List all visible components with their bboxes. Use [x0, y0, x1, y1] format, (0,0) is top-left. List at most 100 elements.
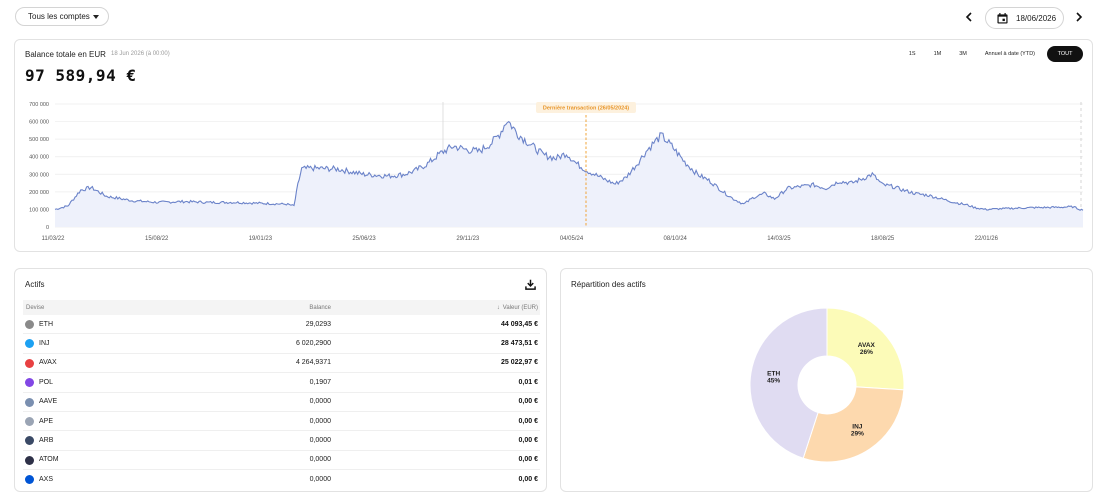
table-row[interactable]: APE 0,0000 0,00 € — [23, 412, 540, 432]
y-tick-label: 0 — [46, 225, 49, 231]
asset-balance: 0,0000 — [309, 398, 331, 406]
table-row[interactable]: INJ 6 020,2900 28 473,51 € — [23, 334, 540, 354]
x-tick-label: 18/08/25 — [871, 236, 895, 242]
asset-value: 0,00 € — [518, 437, 538, 445]
last-transaction-label: Dernière transaction (26/05/2024) — [543, 106, 629, 112]
y-tick-label: 300 000 — [29, 172, 49, 178]
x-tick-label: 19/01/23 — [249, 236, 273, 242]
range-selector: 1S 1M 3M Annuel à date (YTD) TOUT — [897, 46, 1083, 62]
range-1s-button[interactable]: 1S — [908, 51, 916, 57]
asset-value: 0,01 € — [518, 378, 538, 386]
assets-title: Actifs — [25, 280, 45, 289]
calendar-icon — [997, 12, 1008, 24]
asset-balance: 6 020,2900 — [295, 340, 331, 348]
assets-card: Actifs Devise Balance ↓ Valeur (EUR) ETH… — [14, 268, 547, 492]
table-row[interactable]: POL 0,1907 0,01 € — [23, 373, 540, 393]
donut-slice-eth[interactable] — [749, 307, 828, 459]
account-select[interactable]: Tous les comptes — [15, 7, 109, 26]
asset-name: ATOM — [39, 456, 59, 464]
table-row[interactable]: AAVE 0,0000 0,00 € — [23, 393, 540, 412]
asset-split-card: Répartition des actifs AVAX 26% INJ 29% ETH 4… — [560, 268, 1093, 492]
donut-label-name: AVAX — [858, 342, 876, 349]
balance-area — [55, 121, 1083, 227]
balance-title: Balance totale en EUR — [25, 50, 106, 59]
asset-name: AXS — [39, 476, 54, 484]
asset-value: 0,00 € — [518, 476, 538, 484]
asset-balance: 0,1907 — [309, 378, 331, 386]
previous-date-button[interactable] — [962, 9, 976, 25]
date-picker-button[interactable]: 18/06/2026 — [985, 7, 1064, 29]
range-3m-button[interactable]: 3M — [959, 51, 967, 57]
y-tick-label: 400 000 — [29, 155, 49, 161]
x-tick-label: 11/03/22 — [42, 236, 66, 242]
donut-slice-inj[interactable] — [802, 386, 905, 463]
asset-name: INJ — [39, 340, 50, 348]
asset-name: APE — [39, 417, 54, 425]
date-label: 18/06/2026 — [1016, 13, 1057, 23]
donut-label-name: INJ — [852, 424, 863, 431]
table-row[interactable]: ETH 29,0293 44 093,45 € — [23, 315, 540, 335]
asset-value: 0,00 € — [518, 456, 538, 464]
asset-balance: 0,0000 — [309, 437, 331, 445]
balance-chart[interactable]: 700 000 600 000 500 000 400 000 300 000 200 0… — [15, 40, 1094, 253]
column-header-currency[interactable]: Devise — [26, 304, 45, 311]
sort-arrow-down-icon: ↓ — [496, 304, 500, 311]
asset-name: AAVE — [39, 398, 58, 406]
top-bar: Tous les comptes 18/06/2026 — [0, 0, 1100, 36]
table-row[interactable]: AVAX 4 264,9371 25 022,97 € — [23, 354, 540, 374]
table-row[interactable]: AXS 0,0000 0,00 € — [23, 470, 540, 489]
x-tick-label: 25/06/23 — [352, 236, 376, 242]
asset-value: 28 473,51 € — [501, 340, 538, 348]
y-tick-label: 700 000 — [29, 102, 49, 108]
x-tick-label: 04/05/24 — [560, 236, 584, 242]
account-select-label: Tous les comptes — [28, 12, 90, 21]
asset-split-title: Répartition des actifs — [571, 280, 646, 289]
range-1m-button[interactable]: 1M — [933, 51, 942, 57]
column-header-balance[interactable]: Balance — [309, 304, 331, 311]
x-tick-label: 14/03/25 — [767, 236, 791, 242]
chevron-right-icon — [1076, 12, 1083, 22]
balance-date-note: 18 Jun 2026 (à 00:00) — [111, 51, 170, 57]
next-date-button[interactable] — [1072, 9, 1086, 25]
asset-balance: 0,0000 — [309, 456, 331, 464]
balance-card: Balance totale en EUR 18 Jun 2026 (à 00:… — [14, 39, 1093, 252]
y-tick-label: 100 000 — [29, 207, 49, 213]
pol-icon — [25, 378, 34, 388]
asset-balance: 4 264,9371 — [295, 359, 331, 367]
range-ytd-button[interactable]: Annuel à date (YTD) — [984, 51, 1035, 57]
asset-balance: 29,0293 — [305, 320, 331, 328]
column-header-value-label: Valeur (EUR) — [502, 304, 538, 311]
donut-slice-avax[interactable] — [826, 307, 905, 391]
y-tick-label: 600 000 — [29, 120, 49, 126]
asset-name: AVAX — [39, 359, 57, 367]
ape-icon — [25, 416, 34, 426]
asset-name: ARB — [39, 437, 54, 445]
last-transaction-badge — [536, 102, 636, 113]
asset-value: 25 022,97 € — [501, 359, 538, 367]
table-row[interactable]: ARB 0,0000 0,00 € — [23, 431, 540, 451]
range-all-button[interactable]: TOUT — [1047, 46, 1083, 62]
avax-icon — [25, 358, 34, 368]
asset-value: 0,00 € — [518, 417, 538, 425]
table-row[interactable]: ATOM 0,0000 0,00 € — [23, 451, 540, 471]
assets-table-header: Devise Balance ↓ Valeur (EUR) — [23, 300, 540, 315]
download-icon[interactable] — [525, 279, 536, 290]
asset-value: 0,00 € — [518, 398, 538, 406]
atom-icon — [25, 455, 34, 465]
donut-label-pct: 45% — [767, 378, 780, 385]
donut-label-pct: 29% — [851, 431, 864, 438]
x-tick-label: 29/11/23 — [456, 236, 480, 242]
caret-down-icon — [93, 15, 99, 19]
asset-value: 44 093,45 € — [501, 320, 538, 328]
arb-icon — [25, 436, 34, 446]
asset-name: POL — [39, 378, 54, 386]
chevron-left-icon — [965, 12, 972, 22]
donut-label-name: ETH — [767, 371, 780, 378]
aave-icon — [25, 397, 34, 407]
y-tick-label: 500 000 — [29, 137, 49, 143]
assets-table: Devise Balance ↓ Valeur (EUR) ETH 29,0293… — [23, 300, 540, 490]
column-header-value[interactable]: ↓ Valeur (EUR) — [497, 305, 538, 311]
assets-table-body: ETH 29,0293 44 093,45 € INJ 6 020,2900 28 473… — [23, 315, 540, 490]
donut-label-pct: 26% — [860, 349, 873, 356]
